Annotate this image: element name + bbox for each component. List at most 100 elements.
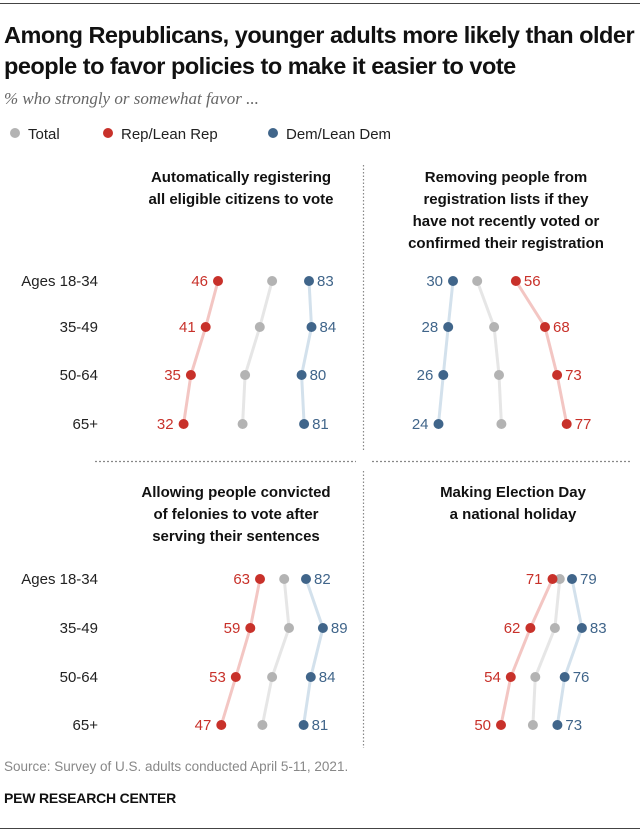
rep-value-label: 77 bbox=[575, 416, 592, 433]
dem-value-label: 30 bbox=[426, 273, 443, 290]
dem-connector-line bbox=[555, 578, 584, 726]
dem-dot bbox=[576, 623, 587, 633]
age-label: 65+ bbox=[73, 416, 99, 433]
total-dot bbox=[494, 370, 504, 380]
dem-dot bbox=[443, 322, 454, 332]
legend-label-total: Total bbox=[28, 126, 60, 143]
dem-dot bbox=[305, 672, 316, 682]
dem-value-label: 81 bbox=[312, 416, 329, 433]
rep-dot bbox=[505, 672, 516, 682]
total-dot bbox=[527, 720, 538, 730]
legend-dot-total-icon bbox=[10, 128, 20, 138]
total-connector-line bbox=[531, 578, 562, 726]
total-dot bbox=[472, 276, 483, 286]
rep-connector-line bbox=[219, 578, 262, 726]
dem-dot bbox=[552, 720, 563, 730]
rep-value-label: 50 bbox=[474, 717, 491, 734]
dem-dot bbox=[567, 574, 577, 584]
rep-dot bbox=[255, 574, 265, 584]
total-dot bbox=[267, 276, 278, 286]
bottom-rule bbox=[0, 828, 640, 829]
rep-value-label: 68 bbox=[553, 319, 570, 336]
total-dot bbox=[267, 672, 278, 682]
rep-dot bbox=[185, 370, 196, 380]
dem-dot bbox=[438, 370, 449, 380]
dem-value-label: 84 bbox=[319, 669, 336, 686]
total-dot bbox=[240, 370, 251, 380]
rep-dot bbox=[178, 419, 189, 429]
rep-dot bbox=[245, 623, 256, 633]
legend-dot-dem-icon bbox=[268, 128, 278, 138]
rep-connector-line bbox=[514, 280, 569, 425]
dem-dot bbox=[559, 672, 570, 682]
chart-title: Among Republicans, younger adults more l… bbox=[4, 22, 635, 79]
panel-title-line: Making Election Day bbox=[440, 484, 587, 501]
total-dot bbox=[549, 623, 560, 633]
panel-title-line: all eligible citizens to vote bbox=[148, 191, 333, 208]
dem-value-label: 76 bbox=[573, 669, 590, 686]
rep-dot bbox=[213, 276, 223, 286]
age-label: 35-49 bbox=[60, 319, 98, 336]
rep-value-label: 35 bbox=[164, 367, 181, 384]
age-label: Ages 18-34 bbox=[21, 571, 98, 588]
rep-value-label: 41 bbox=[179, 319, 196, 336]
panel-title-line: Allowing people convicted bbox=[141, 484, 330, 501]
age-label: Ages 18-34 bbox=[21, 273, 98, 290]
total-connector-line bbox=[241, 280, 274, 425]
dem-value-label: 73 bbox=[565, 717, 582, 734]
chart-subtitle: % who strongly or somewhat favor ... bbox=[4, 89, 259, 108]
rep-dot bbox=[540, 322, 550, 332]
legend-item-total: Total bbox=[10, 126, 60, 143]
dem-dot bbox=[448, 276, 458, 286]
rep-value-label: 54 bbox=[484, 669, 501, 686]
total-connector-line bbox=[260, 578, 291, 726]
legend-label-dem: Dem/Lean Dem bbox=[286, 126, 392, 143]
total-dot bbox=[284, 623, 294, 633]
dem-dot bbox=[296, 370, 307, 380]
rep-value-label: 46 bbox=[191, 273, 208, 290]
dem-dot bbox=[299, 419, 310, 429]
dem-dot bbox=[433, 419, 444, 429]
panel-title-line: a national holiday bbox=[450, 506, 577, 523]
dem-value-label: 80 bbox=[310, 367, 327, 384]
rep-value-label: 32 bbox=[157, 416, 174, 433]
panel-title-line: registration lists if they bbox=[423, 191, 589, 208]
dem-dot bbox=[304, 276, 314, 286]
rep-dot bbox=[216, 720, 227, 730]
dem-dot bbox=[298, 720, 309, 730]
rep-dot bbox=[547, 574, 558, 584]
rep-dot bbox=[510, 276, 521, 286]
dem-connector-line bbox=[300, 280, 314, 425]
legend-dot-rep-icon bbox=[103, 128, 113, 138]
rep-value-label: 56 bbox=[524, 273, 541, 290]
age-label: 65+ bbox=[73, 717, 99, 734]
total-dot bbox=[530, 672, 541, 682]
rep-dot bbox=[496, 720, 506, 730]
panel-title-line: confirmed their registration bbox=[408, 235, 604, 252]
rep-value-label: 63 bbox=[233, 571, 250, 588]
dem-value-label: 84 bbox=[320, 319, 337, 336]
total-dot bbox=[496, 419, 507, 429]
dem-dot bbox=[317, 623, 328, 633]
rep-dot bbox=[230, 672, 241, 682]
legend-item-dem: Dem/Lean Dem bbox=[268, 126, 391, 143]
brand-label: PEW RESEARCH CENTER bbox=[4, 790, 176, 806]
dem-value-label: 89 bbox=[331, 620, 348, 637]
legend-item-rep: Rep/Lean Rep bbox=[103, 126, 218, 143]
dem-dot bbox=[301, 574, 311, 584]
rep-dot bbox=[200, 322, 211, 332]
panel-title-line: serving their sentences bbox=[152, 528, 320, 545]
rep-dot bbox=[525, 623, 536, 633]
total-dot bbox=[257, 720, 268, 730]
age-label: 50-64 bbox=[60, 669, 98, 686]
rep-value-label: 62 bbox=[504, 620, 521, 637]
total-dot bbox=[279, 574, 290, 584]
dem-value-label: 24 bbox=[412, 416, 429, 433]
rep-connector-line bbox=[182, 280, 220, 425]
dem-connector-line bbox=[302, 578, 325, 726]
dem-value-label: 26 bbox=[417, 367, 434, 384]
dem-value-label: 28 bbox=[422, 319, 439, 336]
source-note: Source: Survey of U.S. adults conducted … bbox=[4, 759, 349, 774]
age-label: 35-49 bbox=[60, 620, 98, 637]
